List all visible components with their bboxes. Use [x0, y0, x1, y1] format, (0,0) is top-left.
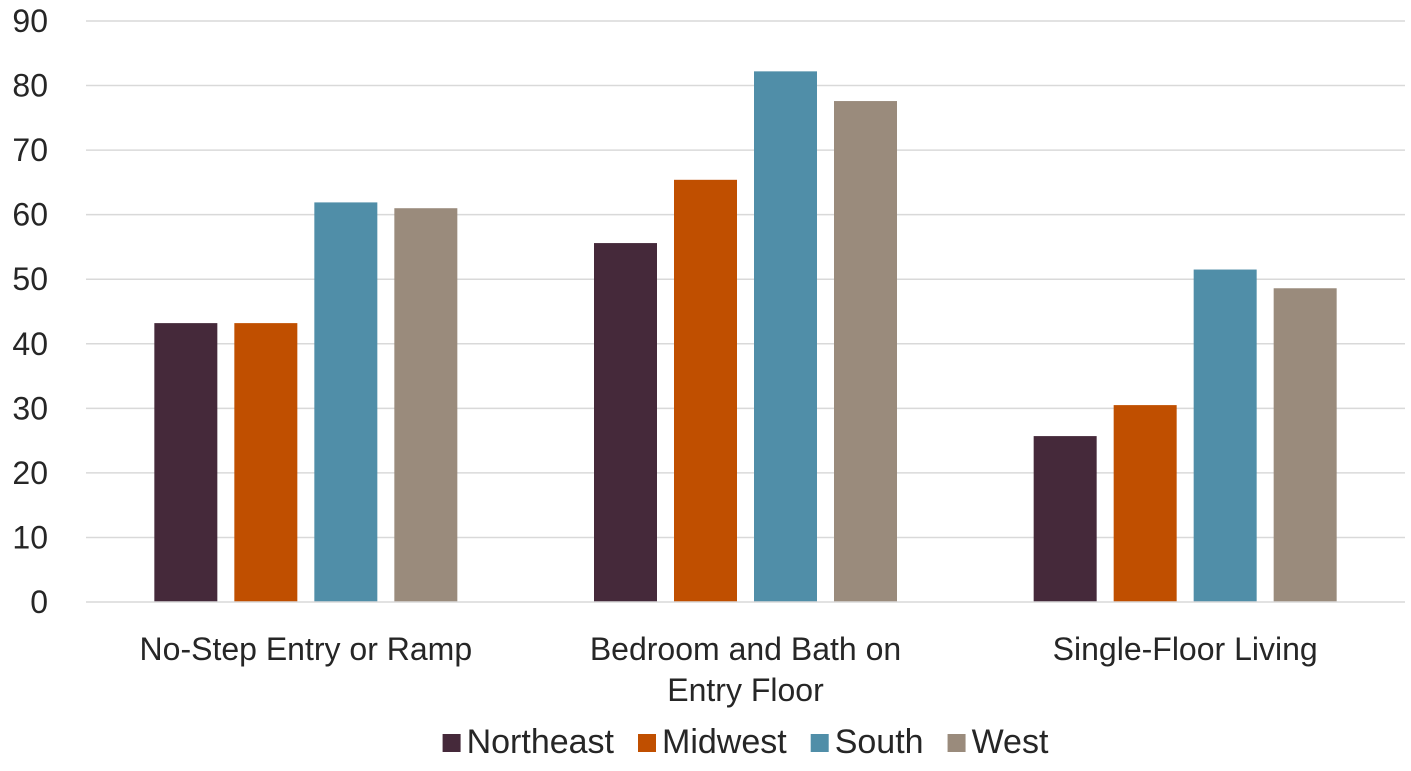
y-axis-ticks: 0 10 20 30 40 50 60 70 80 90 [12, 3, 48, 620]
x-category-label: No-Step Entry or Ramp [140, 631, 473, 667]
bar-midwest-0 [234, 323, 298, 602]
x-axis-category-labels: No-Step Entry or Ramp Bedroom and Bath on… [140, 631, 1318, 708]
legend-item-west: West [947, 723, 1049, 761]
x-category-label: Single-Floor Living [1053, 631, 1318, 667]
bar-northeast-1 [594, 243, 657, 602]
y-tick-label: 30 [12, 390, 48, 426]
legend-label-northeast: Northeast [467, 723, 615, 761]
y-tick-label: 90 [12, 3, 48, 39]
x-category-label: Bedroom and Bath on [590, 631, 901, 667]
legend-label-south: South [835, 723, 924, 761]
legend-item-northeast: Northeast [442, 723, 615, 761]
x-category-label: Entry Floor [667, 672, 824, 708]
bar-northeast-0 [154, 323, 218, 602]
legend-item-south: South [810, 723, 924, 761]
bar-midwest-1 [674, 179, 737, 602]
bar-west-1 [834, 101, 897, 602]
legend-label-midwest: Midwest [662, 723, 787, 761]
y-tick-label: 0 [30, 584, 48, 620]
y-tick-label: 10 [12, 519, 48, 555]
legend-swatch-west [947, 734, 966, 752]
legend-swatch-midwest [638, 734, 656, 752]
bar-midwest-2 [1113, 405, 1177, 602]
legend: Northeast Midwest South West [442, 723, 1049, 761]
y-tick-label: 70 [12, 132, 48, 168]
y-tick-label: 60 [12, 197, 48, 233]
legend-swatch-south [810, 734, 829, 752]
gridlines [86, 20, 1405, 539]
legend-label-west: West [972, 723, 1049, 761]
y-tick-label: 50 [12, 261, 48, 297]
bar-south-1 [754, 71, 817, 602]
bar-northeast-2 [1033, 436, 1097, 602]
legend-item-midwest: Midwest [638, 723, 787, 761]
bar-west-2 [1273, 288, 1337, 602]
y-tick-label: 20 [12, 455, 48, 491]
bar-west-0 [394, 208, 458, 602]
bars [154, 71, 1337, 602]
y-tick-label: 40 [12, 326, 48, 362]
bar-south-0 [314, 202, 378, 602]
y-tick-label: 80 [12, 68, 48, 104]
bar-south-2 [1193, 269, 1257, 602]
legend-swatch-northeast [442, 734, 461, 752]
